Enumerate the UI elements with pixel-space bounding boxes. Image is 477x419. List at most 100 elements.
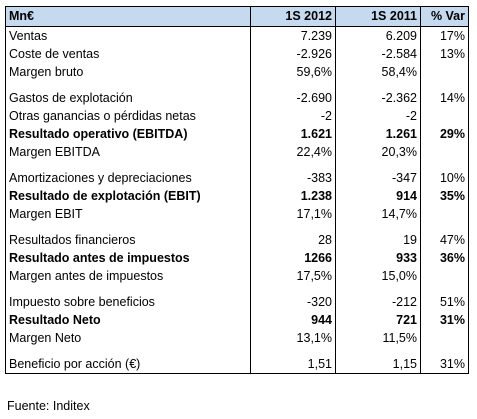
spacer-cell <box>250 347 336 355</box>
value-pct-var <box>420 205 469 223</box>
value-pct-var: 47% <box>420 231 469 249</box>
spacer-cell <box>250 161 336 169</box>
value-1s-2012: 1.238 <box>250 187 336 205</box>
value-pct-var: 31% <box>420 311 469 329</box>
spacer-cell <box>335 161 421 169</box>
spacer-cell <box>250 223 336 231</box>
header-pct-var: % Var <box>420 6 469 27</box>
table-row: Margen antes de impuestos 17,5% 15,0% <box>5 267 469 285</box>
value-1s-2011: 11,5% <box>335 329 421 347</box>
value-1s-2011: 20,3% <box>335 143 421 161</box>
value-1s-2012: -2 <box>250 107 336 125</box>
row-label: Amortizaciones y depreciaciones <box>5 169 251 187</box>
value-1s-2012: -2.926 <box>250 45 336 63</box>
header-units: Mn€ <box>5 6 251 27</box>
value-1s-2012: 59,6% <box>250 63 336 81</box>
spacer-cell <box>420 161 469 169</box>
table-row: Coste de ventas -2.926 -2.584 13% <box>5 45 469 63</box>
value-pct-var <box>420 267 469 285</box>
table-row: Resultado Neto 944 721 31% <box>5 311 469 329</box>
value-1s-2012: 17,5% <box>250 267 336 285</box>
value-1s-2011: 6.209 <box>335 26 421 45</box>
value-1s-2012: 28 <box>250 231 336 249</box>
row-label: Beneficio por acción (€) <box>5 355 251 374</box>
value-1s-2012: 1,51 <box>250 355 336 374</box>
value-pct-var: 35% <box>420 187 469 205</box>
spacer-cell <box>5 285 251 293</box>
value-1s-2011: 1.261 <box>335 125 421 143</box>
value-1s-2011: 1,15 <box>335 355 421 374</box>
table-row: Amortizaciones y depreciaciones -383 -347 1… <box>5 169 469 187</box>
spacer-cell <box>420 347 469 355</box>
table-row: Resultado operativo (EBITDA) 1.621 1.261 29… <box>5 125 469 143</box>
value-1s-2012: 22,4% <box>250 143 336 161</box>
spacer-cell <box>5 347 251 355</box>
value-pct-var: 36% <box>420 249 469 267</box>
table-row: Otras ganancias o pérdidas netas -2 -2 <box>5 107 469 125</box>
row-label: Margen Neto <box>5 329 251 347</box>
row-label: Impuesto sobre beneficios <box>5 293 251 311</box>
row-label: Coste de ventas <box>5 45 251 63</box>
table-row: Resultado antes de impuestos 1266 933 36% <box>5 249 469 267</box>
spacer-cell <box>335 223 421 231</box>
table-body: Ventas 7.239 6.209 17% Coste de ventas -2.926… <box>5 26 469 374</box>
row-label: Resultado Neto <box>5 311 251 329</box>
value-pct-var: 51% <box>420 293 469 311</box>
row-label: Margen EBITDA <box>5 143 251 161</box>
spacer-row <box>5 81 469 89</box>
table-row: Margen EBITDA 22,4% 20,3% <box>5 143 469 161</box>
spacer-cell <box>335 347 421 355</box>
row-label: Resultado antes de impuestos <box>5 249 251 267</box>
value-1s-2012: -320 <box>250 293 336 311</box>
value-1s-2011: 15,0% <box>335 267 421 285</box>
row-label: Margen EBIT <box>5 205 251 223</box>
value-1s-2012: 13,1% <box>250 329 336 347</box>
table-row: Ventas 7.239 6.209 17% <box>5 26 469 45</box>
value-1s-2012: 17,1% <box>250 205 336 223</box>
value-1s-2011: 721 <box>335 311 421 329</box>
table-row: Gastos de explotación -2.690 -2.362 14% <box>5 89 469 107</box>
value-pct-var <box>420 143 469 161</box>
financial-table: Mn€ 1S 2012 1S 2011 % Var Ventas 7.239 6.2… <box>5 6 469 374</box>
table-row: Margen EBIT 17,1% 14,7% <box>5 205 469 223</box>
spacer-cell <box>250 81 336 89</box>
spacer-cell <box>5 161 251 169</box>
row-label: Resultado operativo (EBITDA) <box>5 125 251 143</box>
value-1s-2011: -347 <box>335 169 421 187</box>
value-1s-2012: -2.690 <box>250 89 336 107</box>
table-row: Margen bruto 59,6% 58,4% <box>5 63 469 81</box>
value-pct-var <box>420 329 469 347</box>
value-1s-2011: 933 <box>335 249 421 267</box>
spacer-cell <box>5 81 251 89</box>
row-label: Ventas <box>5 26 251 45</box>
value-1s-2011: -212 <box>335 293 421 311</box>
value-1s-2012: -383 <box>250 169 336 187</box>
value-1s-2011: -2 <box>335 107 421 125</box>
table-row: Resultado de explotación (EBIT) 1.238 914 3… <box>5 187 469 205</box>
income-statement: Mn€ 1S 2012 1S 2011 % Var Ventas 7.239 6.2… <box>5 6 469 374</box>
spacer-cell <box>5 223 251 231</box>
value-pct-var <box>420 107 469 125</box>
value-pct-var: 31% <box>420 355 469 374</box>
spacer-cell <box>250 285 336 293</box>
value-1s-2011: -2.584 <box>335 45 421 63</box>
row-label: Resultado de explotación (EBIT) <box>5 187 251 205</box>
row-label: Resultados financieros <box>5 231 251 249</box>
value-pct-var: 17% <box>420 26 469 45</box>
value-1s-2011: 914 <box>335 187 421 205</box>
value-1s-2012: 1266 <box>250 249 336 267</box>
value-pct-var <box>420 63 469 81</box>
table-row: Resultados financieros 28 19 47% <box>5 231 469 249</box>
value-1s-2011: -2.362 <box>335 89 421 107</box>
value-1s-2012: 944 <box>250 311 336 329</box>
spacer-row <box>5 285 469 293</box>
spacer-row <box>5 223 469 231</box>
row-label: Otras ganancias o pérdidas netas <box>5 107 251 125</box>
spacer-cell <box>335 285 421 293</box>
value-pct-var: 10% <box>420 169 469 187</box>
spacer-row <box>5 161 469 169</box>
spacer-cell <box>420 223 469 231</box>
value-1s-2012: 7.239 <box>250 26 336 45</box>
spacer-cell <box>335 81 421 89</box>
value-1s-2011: 58,4% <box>335 63 421 81</box>
